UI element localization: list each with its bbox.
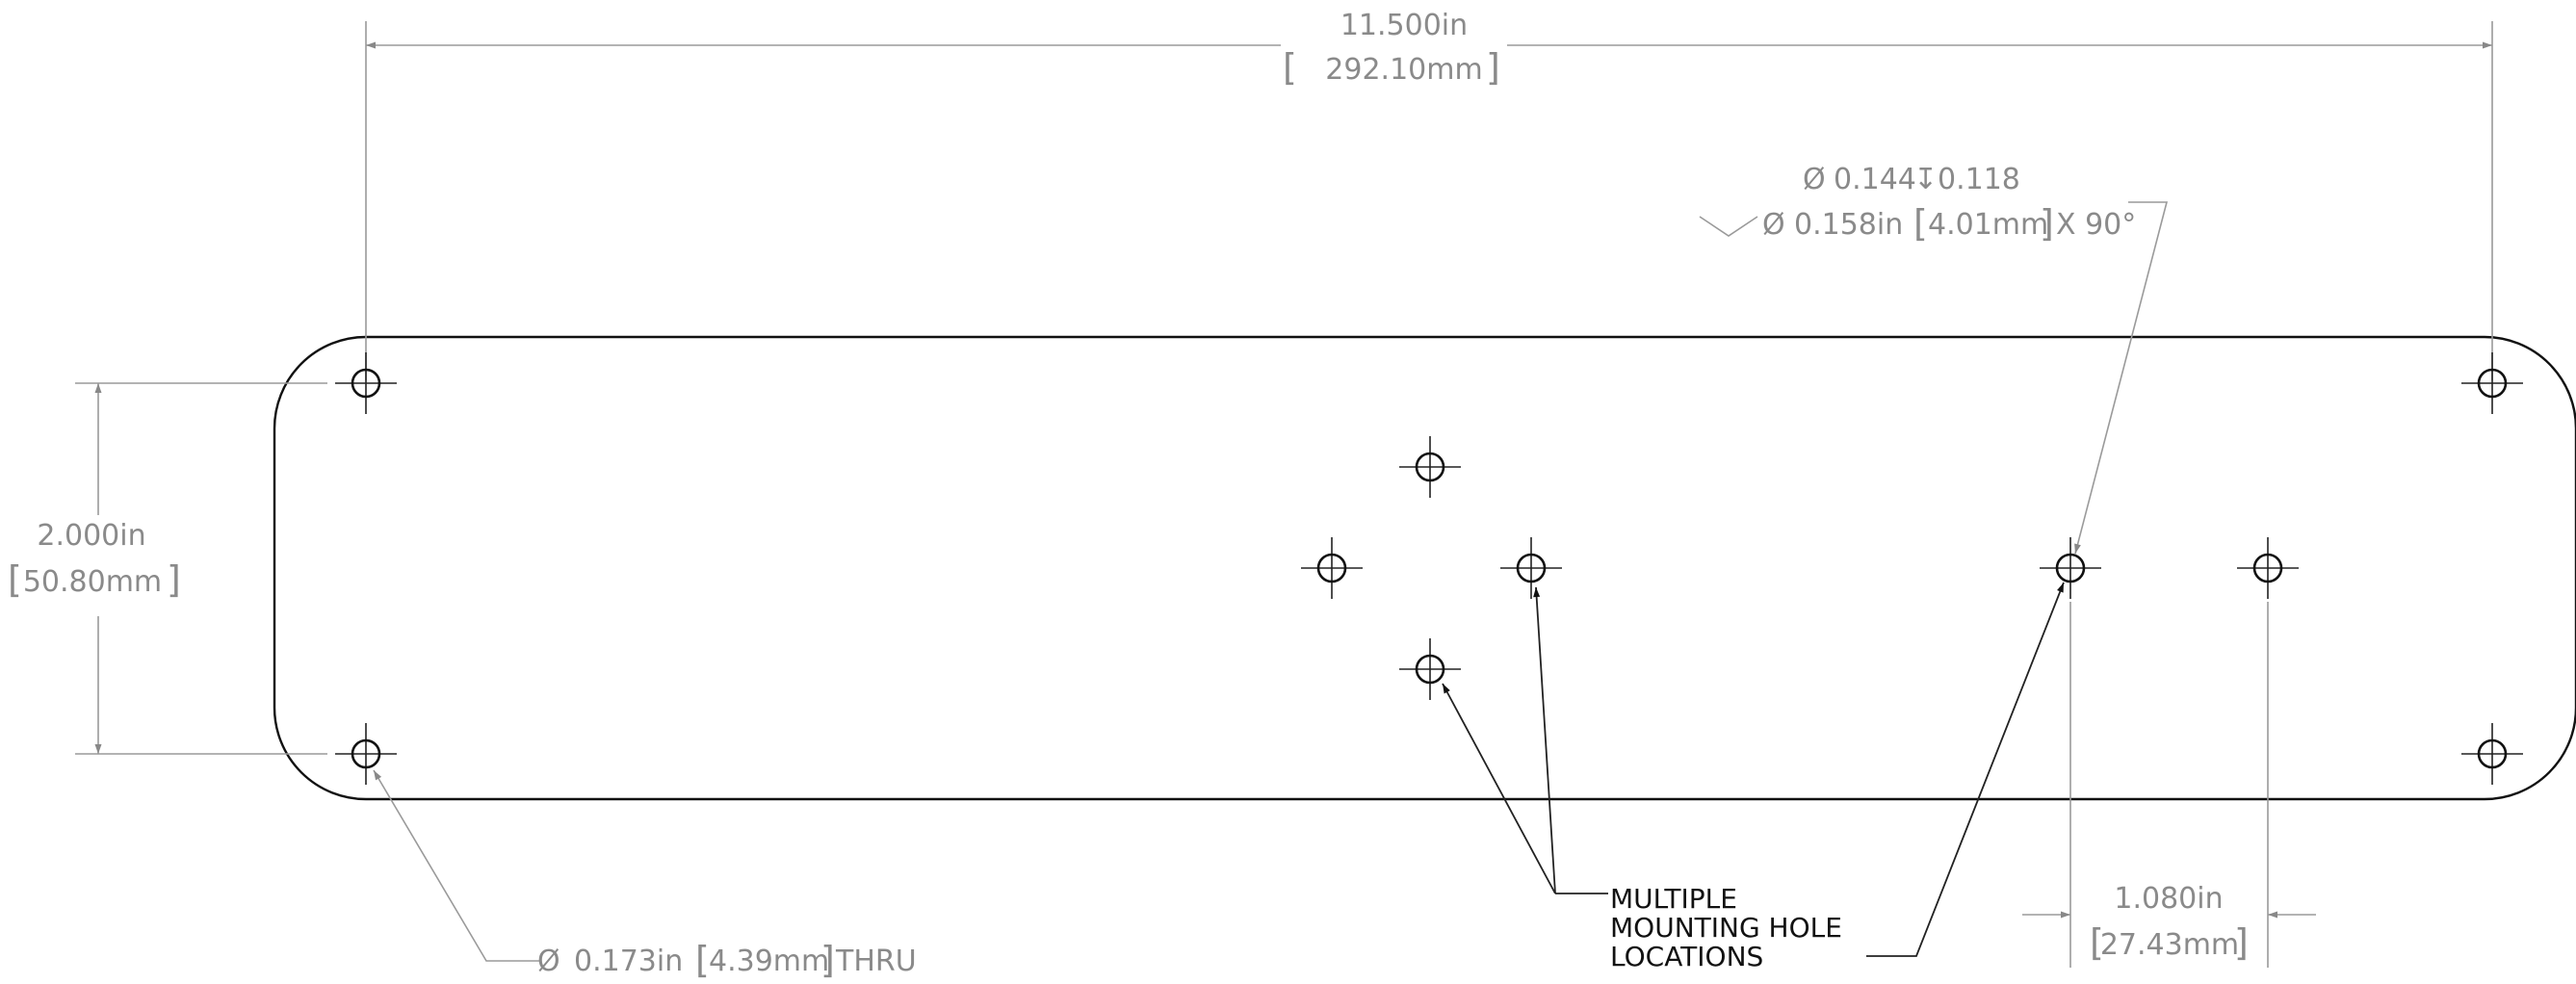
hole-circle [351,368,381,399]
overall-width-dimension: 11.500in [ 292.10mm ] [365,9,2493,380]
plate-outline [273,335,2576,801]
bracket-right: ] [820,939,835,981]
holes-group [335,352,2523,785]
countersink-angle: X 90° [2056,208,2136,242]
bracket-right: ] [1486,46,1500,89]
corner-hole-top-right [2461,352,2523,414]
mounting-note-callout: MULTIPLE MOUNTING HOLE LOCATIONS [1442,582,2065,972]
diameter-symbol: Ø [537,945,560,978]
mounting-note-line1: MULTIPLE [1610,883,1737,915]
countersink-symbol [1699,216,1758,237]
hole-circle [1516,553,1547,583]
countersink-size: 0.158in [1794,208,1903,242]
corner-hole-metric: 4.39mm [709,945,829,978]
horizontal-spacing-dimension: 1.080in [ 27.43mm ] [2022,602,2316,968]
horizontal-spacing-metric: 27.43mm [2100,928,2239,962]
corner-hole-bottom-right [2461,723,2523,785]
mounting-hole-top [1399,436,1461,498]
corner-hole-leader [373,769,539,962]
hole-circle [1415,452,1445,482]
bracket-left: [ [8,558,22,601]
countersink-diameter: 0.144 [1834,163,1916,196]
vertical-spacing-imperial: 2.000in [37,519,145,553]
bracket-left: [ [1283,46,1297,89]
vertical-spacing-dimension: 2.000in [ 50.80mm ] [8,382,327,755]
hole-circle [1415,654,1445,685]
corner-hole-thru: THRU [835,945,917,978]
countersink-callout: Ø 0.144 ↧ 0.118 Ø 0.158in [ 4.01mm ] X 9… [1699,163,2169,555]
countersink-metric: 4.01mm [1928,208,2048,242]
countersink-leader [2074,201,2169,555]
hole-circle [2477,368,2508,399]
corner-hole-diameter: 0.173in [574,945,683,978]
vertical-spacing-metric: 50.80mm [23,565,162,599]
corner-hole-callout: Ø 0.173in [ 4.39mm ] THRU [373,769,917,981]
corner-hole-top-left [335,352,397,414]
mounting-hole-far-right [2237,537,2299,599]
hole-circle [2055,553,2086,583]
leader-to-lower-hole [1442,683,1556,894]
bracket-left: [ [2090,921,2104,964]
bracket-left: [ [1913,202,1928,245]
mounting-hole-bottom [1399,638,1461,700]
corner-hole-bottom-left [335,723,397,785]
mounting-hole-left [1301,537,1363,599]
hole-circle [1316,553,1347,583]
overall-width-imperial: 11.500in [1340,9,1468,42]
hole-circle [351,738,381,769]
bracket-right: ] [2040,202,2054,245]
countersink-depth: 0.118 [1938,163,2020,196]
diameter-symbol: Ø [1762,208,1785,242]
diameter-symbol: Ø [1803,163,1826,196]
mounting-hole-right [1500,537,1562,599]
horizontal-spacing-imperial: 1.080in [2114,882,2223,916]
mounting-note-line3: LOCATIONS [1610,941,1763,972]
bracket-right: ] [2234,921,2249,964]
overall-width-metric: 292.10mm [1325,53,1482,87]
leader-to-right-hole [1533,586,1556,894]
depth-symbol: ↧ [1913,163,1938,196]
mounting-note-line2: MOUNTING HOLE [1610,912,1842,944]
bracket-left: [ [695,939,710,981]
mounting-hole-far-left [2040,537,2101,599]
bracket-right: ] [167,558,181,601]
leader-to-far-hole [1866,582,2065,957]
hole-circle [2252,553,2283,583]
hole-circle [2477,738,2508,769]
